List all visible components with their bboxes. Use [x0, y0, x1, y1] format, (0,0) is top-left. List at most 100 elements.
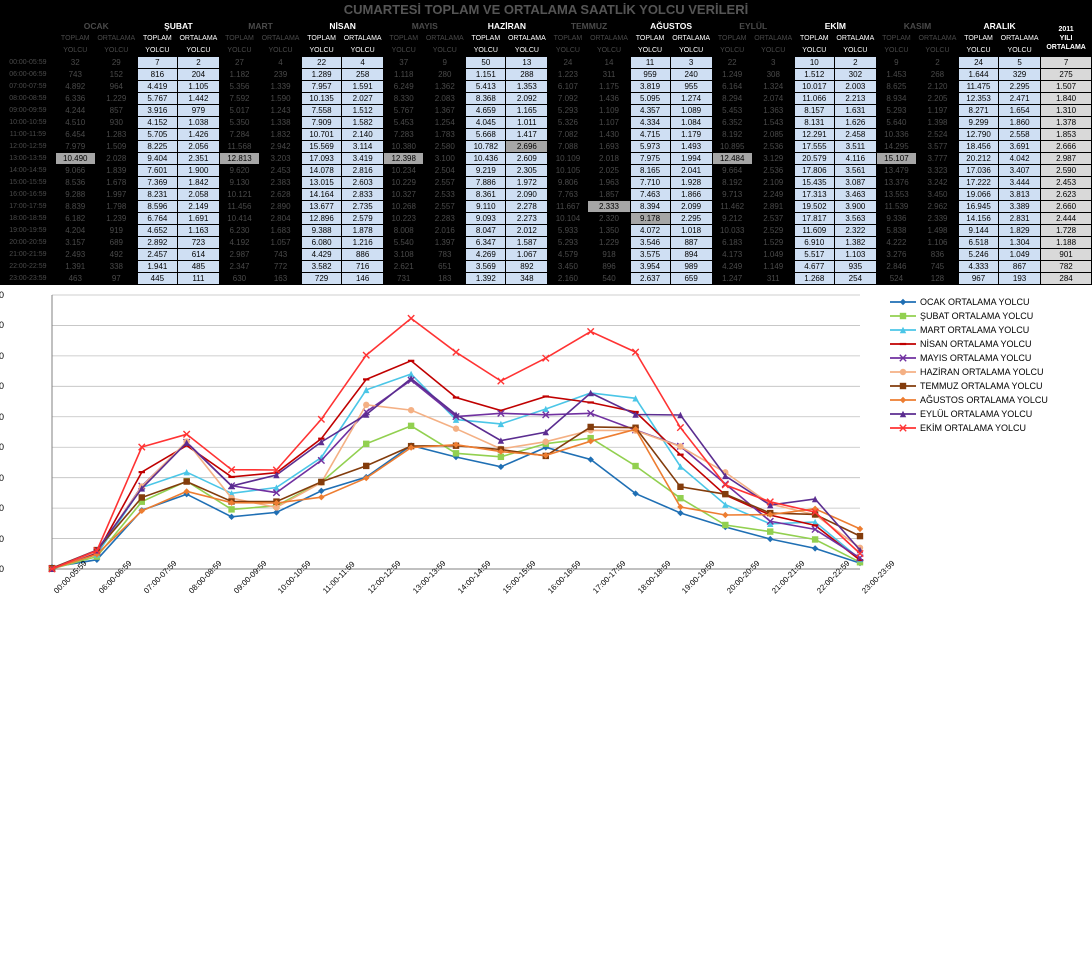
- table-cell: 1.397: [424, 237, 466, 249]
- table-cell: 111: [177, 273, 219, 285]
- table-cell: 13.553: [876, 189, 916, 201]
- yearly-avg-cell: 1.728: [1041, 225, 1092, 237]
- table-cell: 1.179: [670, 129, 712, 141]
- table-cell: 9.299: [959, 117, 999, 129]
- table-cell: 1.283: [95, 129, 137, 141]
- table-cell: 11.609: [794, 225, 834, 237]
- table-cell: 659: [670, 273, 712, 285]
- table-cell: 2: [834, 57, 876, 69]
- table-cell: 1.118: [384, 69, 424, 81]
- table-cell: 1.829: [999, 225, 1041, 237]
- yearly-avg-cell: 2.453: [1041, 177, 1092, 189]
- table-cell: 4.652: [137, 225, 177, 237]
- table-cell: 163: [259, 273, 301, 285]
- table-cell: 12.291: [794, 129, 834, 141]
- time-cell: 14:00-14:59: [1, 165, 56, 177]
- table-cell: 14.295: [876, 141, 916, 153]
- table-cell: 967: [959, 273, 999, 285]
- table-cell: 10.336: [876, 129, 916, 141]
- table-cell: 11.456: [219, 201, 259, 213]
- table-cell: 5.017: [219, 105, 259, 117]
- table-cell: 3.563: [834, 213, 876, 225]
- table-cell: 1.216: [342, 237, 384, 249]
- table-cell: 3.157: [55, 237, 95, 249]
- table-cell: 886: [342, 249, 384, 261]
- table-cell: 5.453: [712, 105, 752, 117]
- table-cell: 2.536: [752, 141, 794, 153]
- table-cell: 2.099: [670, 201, 712, 213]
- table-cell: 2.120: [916, 81, 958, 93]
- table-cell: 2.018: [588, 153, 630, 165]
- time-cell: 21:00-21:59: [1, 249, 56, 261]
- month-header: EYLÜL: [712, 20, 794, 33]
- table-cell: 2.892: [137, 237, 177, 249]
- table-cell: 4.244: [55, 105, 95, 117]
- table-cell: 311: [588, 69, 630, 81]
- table-cell: 2.074: [752, 93, 794, 105]
- table-cell: 4.419: [137, 81, 177, 93]
- table-cell: 1.426: [177, 129, 219, 141]
- table-cell: 4.333: [959, 261, 999, 273]
- table-cell: 6.230: [219, 225, 259, 237]
- table-cell: 8.131: [794, 117, 834, 129]
- table-cell: 15.435: [794, 177, 834, 189]
- table-cell: 1.693: [588, 141, 630, 153]
- y-tick: 1.000: [0, 503, 4, 513]
- table-cell: 979: [177, 105, 219, 117]
- table-cell: 2.942: [259, 141, 301, 153]
- table-cell: 1.928: [670, 177, 712, 189]
- table-cell: 5.246: [959, 249, 999, 261]
- table-cell: 651: [424, 261, 466, 273]
- table-cell: 4.357: [630, 105, 670, 117]
- time-cell: 10:00-10:59: [1, 117, 56, 129]
- legend-item: EKİM ORTALAMA YOLCU: [890, 423, 1070, 433]
- table-cell: 7: [137, 57, 177, 69]
- table-cell: 1.049: [999, 249, 1041, 261]
- table-cell: 11.667: [548, 201, 588, 213]
- table-cell: 6.183: [712, 237, 752, 249]
- table-cell: 1.417: [506, 129, 548, 141]
- yearly-avg-cell: 1.853: [1041, 129, 1092, 141]
- time-cell: 16:00-16:59: [1, 189, 56, 201]
- table-cell: 9.130: [219, 177, 259, 189]
- table-cell: 2.109: [752, 177, 794, 189]
- table-cell: 1.543: [752, 117, 794, 129]
- table-cell: 5.350: [219, 117, 259, 129]
- table-cell: 2: [177, 57, 219, 69]
- table-cell: 5.838: [876, 225, 916, 237]
- table-cell: 4.715: [630, 129, 670, 141]
- table-cell: 3.916: [137, 105, 177, 117]
- table-cell: 11.539: [876, 201, 916, 213]
- table-cell: 2.833: [342, 189, 384, 201]
- table-cell: 3: [670, 57, 712, 69]
- table-cell: 1.941: [137, 261, 177, 273]
- line-chart: 05001.0001.5002.0002.5003.0003.5004.0004…: [10, 289, 1070, 659]
- table-cell: 10.121: [219, 189, 259, 201]
- table-cell: 2.351: [177, 153, 219, 165]
- y-tick: 2.000: [0, 442, 4, 452]
- table-cell: 9.620: [219, 165, 259, 177]
- table-cell: 10.017: [794, 81, 834, 93]
- table-cell: 3.242: [916, 177, 958, 189]
- table-cell: 6.518: [959, 237, 999, 249]
- time-cell: 22:00-22:59: [1, 261, 56, 273]
- table-cell: 1.229: [588, 237, 630, 249]
- table-cell: 10.223: [384, 213, 424, 225]
- data-table: OCAKŞUBATMARTNİSANMAYISHAZİRANTEMMUZAĞUS…: [0, 19, 1092, 285]
- table-cell: 8.192: [712, 177, 752, 189]
- month-header: TEMMUZ: [548, 20, 630, 33]
- yearly-avg-cell: 2.590: [1041, 165, 1092, 177]
- table-cell: 3.407: [999, 165, 1041, 177]
- table-cell: 2.637: [630, 273, 670, 285]
- table-cell: 5.933: [548, 225, 588, 237]
- table-cell: 9.144: [959, 225, 999, 237]
- y-tick: 2.500: [0, 412, 4, 422]
- table-cell: 1.229: [95, 93, 137, 105]
- time-cell: 17:00-17:59: [1, 201, 56, 213]
- table-cell: 955: [670, 81, 712, 93]
- table-cell: 3.108: [384, 249, 424, 261]
- table-cell: 772: [259, 261, 301, 273]
- table-cell: 2.504: [424, 165, 466, 177]
- table-cell: 9: [424, 57, 466, 69]
- table-cell: 7.558: [302, 105, 342, 117]
